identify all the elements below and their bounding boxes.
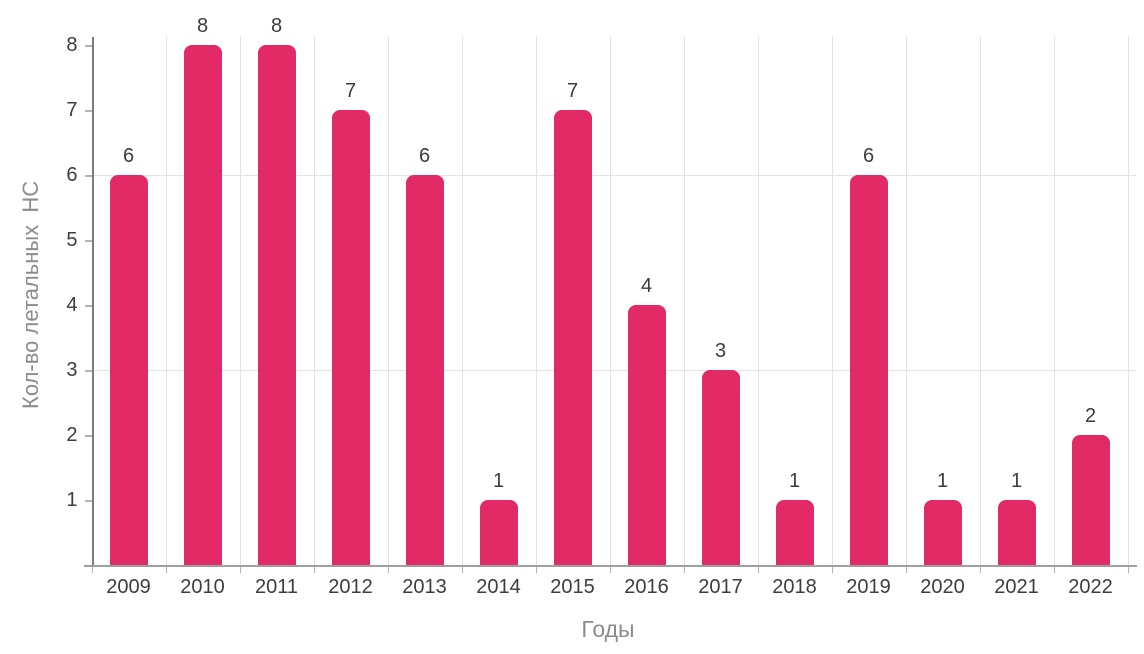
- y-axis-title: Кол-во летальных НС: [18, 180, 43, 409]
- y-axis-tick-mark: [84, 240, 92, 242]
- y-tick-label: 5: [66, 229, 78, 251]
- x-axis-tick-mark: [91, 567, 93, 573]
- bar-2010: [183, 45, 222, 565]
- x-tick-label: 2012: [328, 576, 373, 598]
- x-tick-label: 2019: [846, 576, 891, 598]
- vertical-gridline: [461, 36, 463, 565]
- bar-2015: [553, 110, 592, 565]
- x-tick-label: 2017: [698, 576, 743, 598]
- bar-2021: [997, 500, 1036, 565]
- y-axis-tick-mark: [84, 110, 92, 112]
- x-tick-label: 2016: [624, 576, 669, 598]
- bar-2014: [479, 500, 518, 565]
- x-tick-label: 2020: [920, 576, 965, 598]
- vertical-gridline: [683, 36, 685, 565]
- bar-2009: [109, 175, 148, 565]
- bar-value-label: 1: [1010, 470, 1023, 492]
- y-axis-tick-mark: [84, 175, 92, 177]
- bar-value-label: 4: [640, 275, 653, 297]
- vertical-gridline: [757, 36, 759, 565]
- bar-value-label: 6: [418, 145, 431, 167]
- x-tick-label: 2021: [994, 576, 1039, 598]
- y-axis-line: [91, 37, 94, 567]
- y-tick-label: 2: [66, 424, 78, 446]
- bar-value-label: 7: [344, 80, 357, 102]
- bar-value-label: 6: [862, 145, 875, 167]
- x-axis-tick-mark: [609, 567, 611, 573]
- bar-2020: [923, 500, 962, 565]
- horizontal-gridline: [91, 370, 1136, 371]
- x-tick-label: 2015: [550, 576, 595, 598]
- vertical-gridline: [1053, 36, 1055, 565]
- bar-value-label: 8: [196, 15, 209, 37]
- y-tick-label: 8: [66, 34, 78, 56]
- vertical-gridline: [905, 36, 907, 565]
- bar-2018: [775, 500, 814, 565]
- x-axis-tick-mark: [313, 567, 315, 573]
- x-axis-tick-mark: [979, 567, 981, 573]
- y-axis-tick-mark: [84, 305, 92, 307]
- bar-value-label: 2: [1084, 405, 1097, 427]
- x-axis-tick-mark: [905, 567, 907, 573]
- y-tick-label: 1: [66, 489, 78, 511]
- vertical-gridline: [165, 36, 167, 565]
- vertical-gridline: [609, 36, 611, 565]
- x-axis-tick-mark: [387, 567, 389, 573]
- vertical-gridline: [1127, 36, 1129, 565]
- y-tick-label: 4: [66, 294, 78, 316]
- x-axis-tick-mark: [757, 567, 759, 573]
- y-axis-tick-mark: [84, 370, 92, 372]
- bar-2022: [1071, 435, 1110, 565]
- y-axis-tick-mark: [84, 45, 92, 47]
- vertical-gridline: [239, 36, 241, 565]
- y-tick-label: 6: [66, 164, 78, 186]
- x-axis-tick-mark: [461, 567, 463, 573]
- bar-value-label: 6: [122, 145, 135, 167]
- x-axis-tick-mark: [831, 567, 833, 573]
- vertical-gridline: [535, 36, 537, 565]
- bar-value-label: 1: [788, 470, 801, 492]
- bar-2017: [701, 370, 740, 565]
- x-tick-label: 2010: [180, 576, 225, 598]
- y-axis-tick-mark: [84, 500, 92, 502]
- x-axis-tick-mark: [1127, 567, 1129, 573]
- y-tick-label: 7: [66, 99, 78, 121]
- x-tick-label: 2011: [254, 576, 298, 598]
- x-tick-label: 2022: [1068, 576, 1113, 598]
- vertical-gridline: [313, 36, 315, 565]
- vertical-gridline: [979, 36, 981, 565]
- bar-2016: [627, 305, 666, 565]
- x-axis-title: Годы: [581, 616, 635, 642]
- bar-2011: [257, 45, 296, 565]
- vertical-gridline: [831, 36, 833, 565]
- x-axis-tick-mark: [165, 567, 167, 573]
- bar-value-label: 1: [936, 470, 949, 492]
- x-tick-label: 2014: [476, 576, 521, 598]
- x-axis-tick-mark: [683, 567, 685, 573]
- x-axis-line: [84, 565, 1137, 567]
- bar-2012: [331, 110, 370, 565]
- x-tick-label: 2009: [106, 576, 151, 598]
- bar-value-label: 7: [566, 80, 579, 102]
- x-tick-label: 2013: [402, 576, 447, 598]
- x-axis-tick-mark: [1053, 567, 1055, 573]
- y-axis-tick-mark: [84, 435, 92, 437]
- horizontal-gridline: [91, 175, 1136, 176]
- bar-value-label: 8: [270, 15, 283, 37]
- vertical-gridline: [387, 36, 389, 565]
- bar-2013: [405, 175, 444, 565]
- bar-2019: [849, 175, 888, 565]
- x-axis-tick-mark: [535, 567, 537, 573]
- bar-value-label: 3: [714, 340, 727, 362]
- bar-value-label: 1: [492, 470, 505, 492]
- x-tick-label: 2018: [772, 576, 817, 598]
- y-tick-label: 3: [66, 359, 78, 381]
- x-axis-tick-mark: [239, 567, 241, 573]
